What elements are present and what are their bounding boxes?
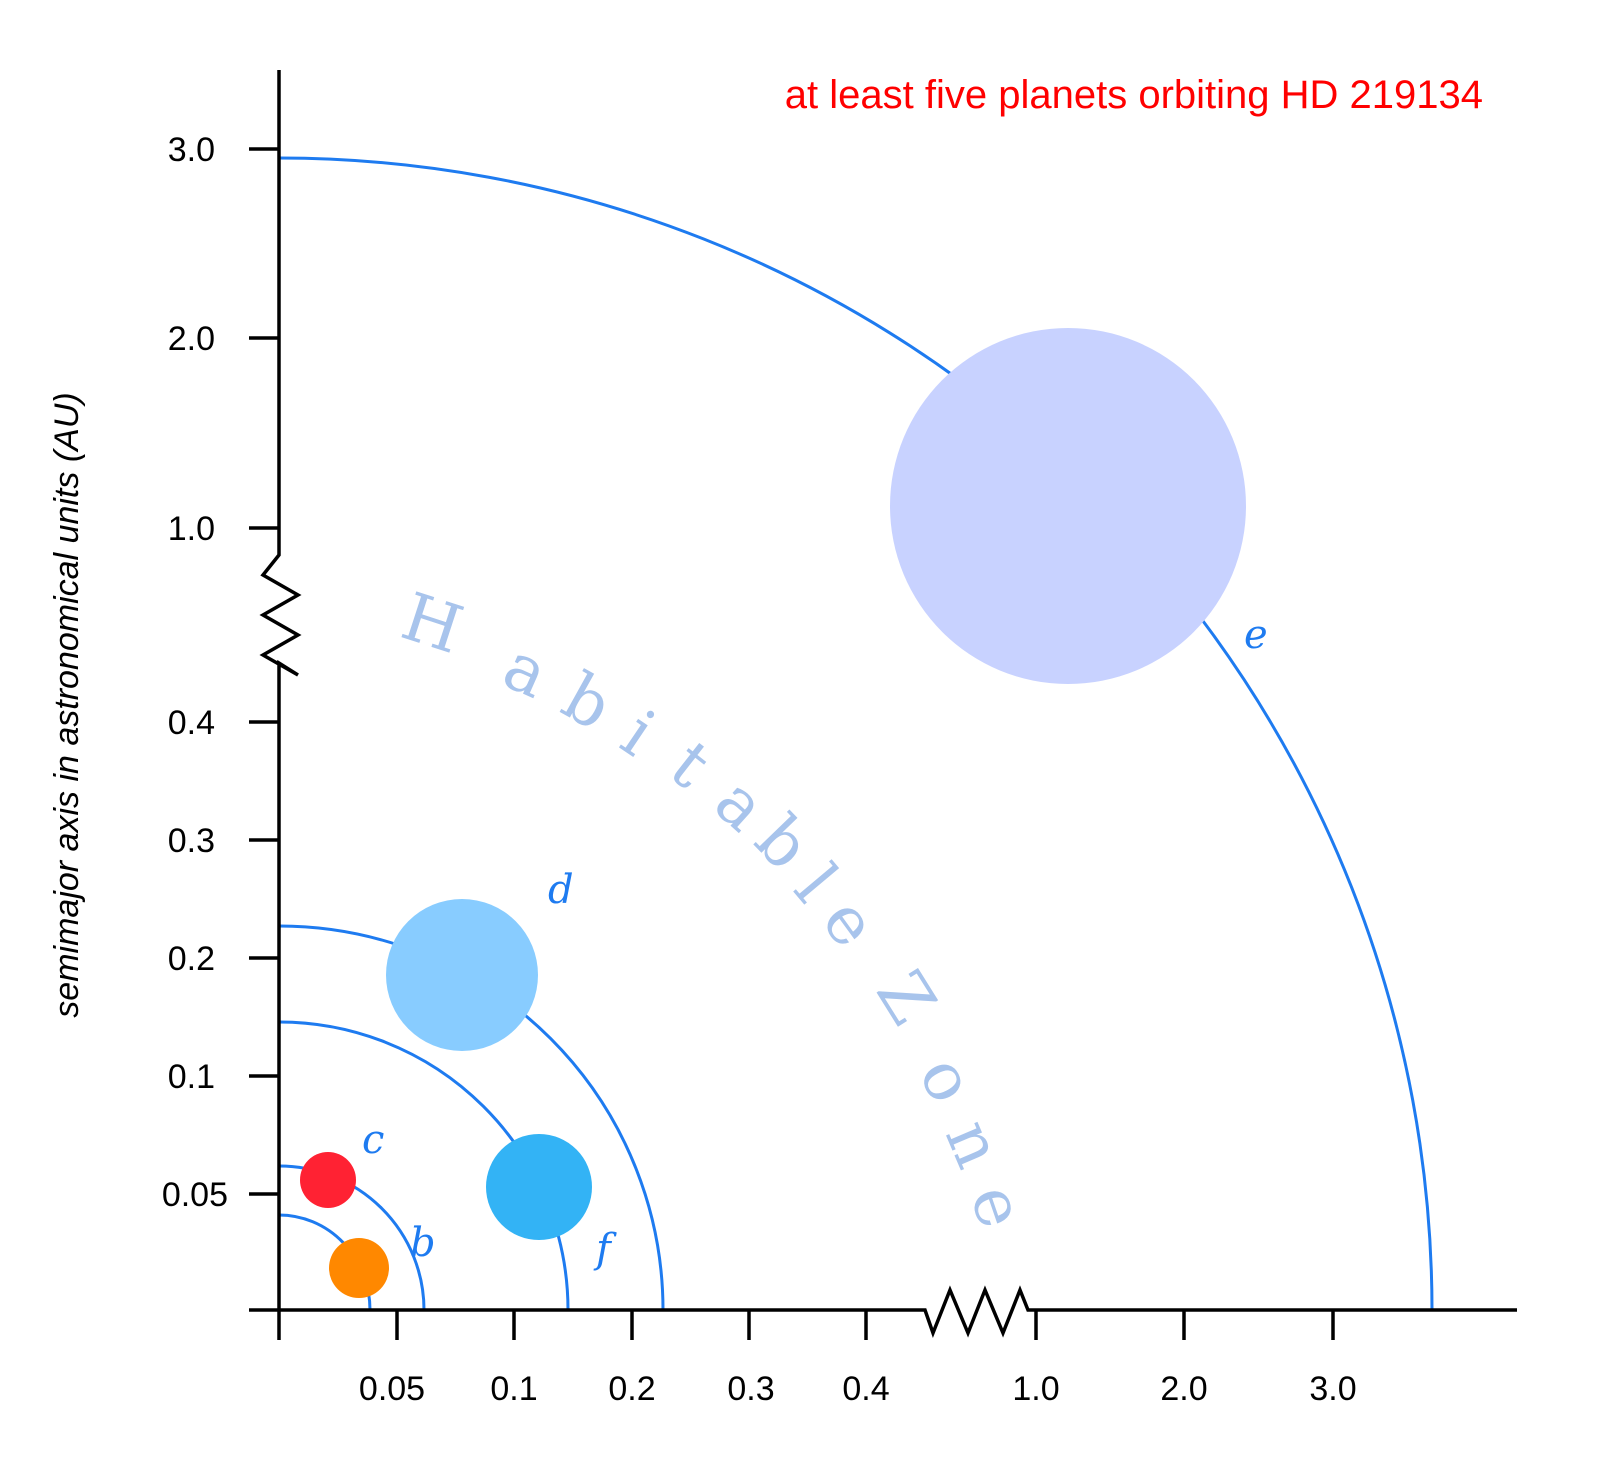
orbits <box>278 156 1434 1311</box>
orbit-d <box>278 924 665 1311</box>
y-tick-label: 2.0 <box>168 320 215 358</box>
y-tick-label: 0.2 <box>168 940 215 978</box>
hz-letter: e <box>807 884 892 961</box>
planet-labels: e d c b f <box>362 612 1268 1272</box>
axes <box>249 70 1517 1340</box>
planet-label-d: d <box>548 867 574 913</box>
hz-letter: i <box>608 695 669 771</box>
chart-title: at least five planets orbiting HD 219134 <box>785 73 1483 117</box>
y-tick-label: 0.4 <box>168 704 215 742</box>
x-tick-label: 0.4 <box>842 1370 889 1408</box>
hz-letter: e <box>955 1175 1041 1237</box>
x-tick-label: 0.1 <box>490 1370 537 1408</box>
y-tick-label: 0.05 <box>162 1176 228 1214</box>
orbit-e <box>278 156 1434 1311</box>
y-axis-label: semimajor axis in astronomical units (AU… <box>48 392 86 1017</box>
x-tick-label: 1.0 <box>1012 1370 1059 1408</box>
hz-letter: Z <box>861 958 951 1038</box>
planet-label-f: f <box>593 1226 617 1272</box>
x-tick-label: 0.3 <box>727 1370 774 1408</box>
x-tick-label: 2.0 <box>1160 1370 1207 1408</box>
hz-letter: H <box>393 578 472 669</box>
x-tick-label: 3.0 <box>1309 1370 1356 1408</box>
planet-d <box>386 899 538 1051</box>
y-tick-label: 1.0 <box>168 510 215 548</box>
x-axis-line <box>249 1285 1517 1339</box>
y-tick-labels: 3.0 2.0 1.0 0.4 0.3 0.2 0.1 0.05 <box>162 131 228 1214</box>
x-tick-label: 0.2 <box>608 1370 655 1408</box>
planet-b <box>329 1238 389 1298</box>
y-tick-label: 0.3 <box>168 822 215 860</box>
hz-letter: a <box>492 627 559 713</box>
planet-c <box>300 1152 356 1208</box>
y-axis-line <box>259 70 302 1310</box>
planet-label-b: b <box>410 1220 436 1266</box>
planets <box>300 328 1246 1298</box>
planet-f <box>486 1134 592 1240</box>
y-tick-label: 0.1 <box>168 1058 215 1096</box>
x-tick-labels: 0.05 0.1 0.2 0.3 0.4 1.0 2.0 3.0 <box>359 1370 1357 1408</box>
hz-letter: b <box>550 658 624 746</box>
x-tick-label: 0.05 <box>359 1370 425 1408</box>
hz-letter: t <box>656 726 724 803</box>
planet-label-c: c <box>362 1117 384 1163</box>
y-tick-label: 3.0 <box>168 131 215 169</box>
hz-letter: n <box>930 1109 1017 1178</box>
planet-e <box>890 328 1246 684</box>
planet-label-e: e <box>1244 612 1268 658</box>
orbit-f <box>278 1020 570 1311</box>
hz-letter: o <box>904 1044 991 1114</box>
